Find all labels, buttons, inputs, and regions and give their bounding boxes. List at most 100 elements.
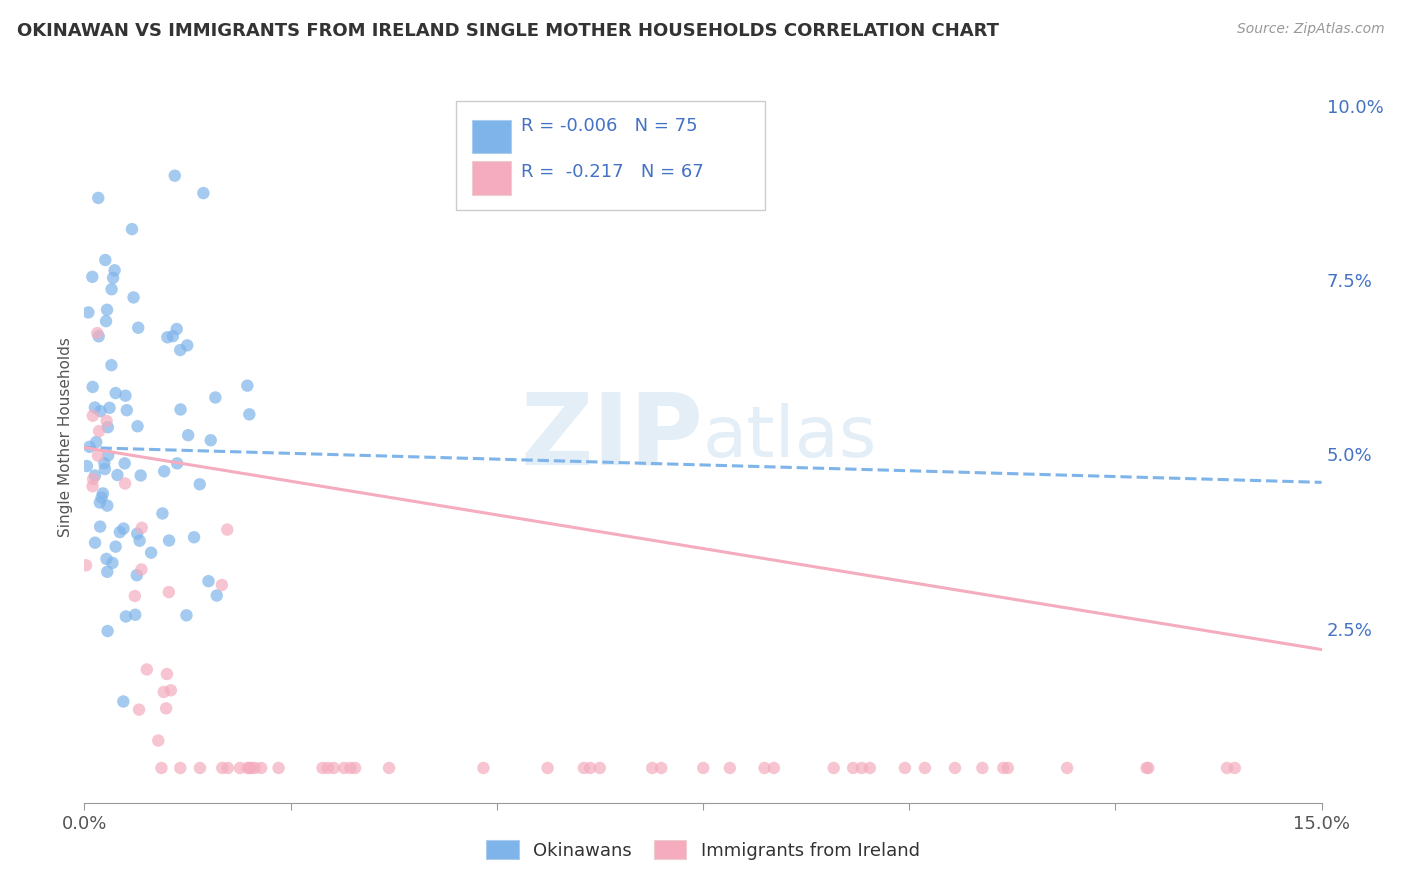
Point <box>1056 761 1078 775</box>
Point <box>84 535 107 549</box>
Point <box>115 403 138 417</box>
Point <box>188 477 211 491</box>
Point <box>163 169 186 183</box>
Point <box>156 667 179 681</box>
Point <box>87 329 110 343</box>
Text: Source: ZipAtlas.com: Source: ZipAtlas.com <box>1237 22 1385 37</box>
Point <box>229 761 252 775</box>
Point <box>135 663 157 677</box>
Point <box>94 314 117 328</box>
Point <box>96 499 118 513</box>
Point <box>157 533 180 548</box>
Point <box>139 546 162 560</box>
Point <box>124 607 146 622</box>
Point <box>97 624 120 638</box>
Point <box>217 761 239 775</box>
Point <box>1137 761 1160 775</box>
Point <box>183 530 205 544</box>
Point <box>112 694 135 708</box>
Point <box>211 761 233 775</box>
Point <box>176 608 198 623</box>
Text: atlas: atlas <box>703 402 877 472</box>
Point <box>572 761 595 775</box>
Point <box>311 761 333 775</box>
Point <box>104 386 127 401</box>
Point <box>150 761 173 775</box>
Point <box>101 271 124 285</box>
Point <box>166 322 188 336</box>
Point <box>316 761 339 775</box>
Point <box>641 761 664 775</box>
Point <box>94 252 117 267</box>
Point <box>128 703 150 717</box>
Point <box>129 468 152 483</box>
Point <box>762 761 785 775</box>
Point <box>197 574 219 589</box>
Point <box>94 462 117 476</box>
Point <box>193 186 215 200</box>
Point <box>87 424 110 438</box>
Point <box>84 435 107 450</box>
Point <box>82 380 104 394</box>
Point <box>236 761 259 775</box>
Point <box>100 282 122 296</box>
Point <box>82 479 104 493</box>
Point <box>82 409 104 423</box>
Point <box>267 761 290 775</box>
Point <box>97 420 120 434</box>
Point <box>579 761 602 775</box>
Point <box>239 761 262 775</box>
Point <box>96 414 118 428</box>
Point <box>200 434 222 448</box>
Point <box>204 391 226 405</box>
Point <box>97 449 120 463</box>
Y-axis label: Single Mother Households: Single Mother Households <box>58 337 73 537</box>
Point <box>894 761 917 775</box>
Point <box>997 761 1019 775</box>
Point <box>79 440 101 454</box>
Point <box>89 404 111 418</box>
Point <box>114 456 136 470</box>
Point <box>169 343 191 357</box>
Point <box>851 761 873 775</box>
Point <box>96 565 118 579</box>
Point <box>842 761 865 775</box>
Point <box>100 358 122 372</box>
Point <box>169 402 191 417</box>
Point <box>718 761 741 775</box>
Point <box>76 458 98 473</box>
Point <box>115 609 138 624</box>
Text: OKINAWAN VS IMMIGRANTS FROM IRELAND SINGLE MOTHER HOUSEHOLDS CORRELATION CHART: OKINAWAN VS IMMIGRANTS FROM IRELAND SING… <box>17 22 998 40</box>
Point <box>378 761 401 775</box>
Point <box>86 326 108 340</box>
Point <box>859 761 882 775</box>
Point <box>243 761 266 775</box>
Point <box>98 401 121 415</box>
Point <box>240 761 263 775</box>
Point <box>127 419 149 434</box>
FancyBboxPatch shape <box>471 161 512 195</box>
Point <box>112 522 135 536</box>
Point <box>152 507 174 521</box>
Point <box>93 456 115 470</box>
Point <box>89 495 111 509</box>
Point <box>217 523 239 537</box>
Point <box>589 761 612 775</box>
Point <box>339 761 361 775</box>
Point <box>96 552 118 566</box>
Point <box>125 568 148 582</box>
Point <box>152 685 174 699</box>
Point <box>1223 761 1246 775</box>
Text: R =  -0.217   N = 67: R = -0.217 N = 67 <box>522 162 704 180</box>
Point <box>176 338 198 352</box>
Point <box>536 761 558 775</box>
Point <box>162 329 184 343</box>
Point <box>205 589 228 603</box>
FancyBboxPatch shape <box>456 101 765 211</box>
Point <box>972 761 994 775</box>
Point <box>236 378 259 392</box>
Point <box>84 468 107 483</box>
Point <box>131 521 153 535</box>
Point <box>128 533 150 548</box>
Point <box>155 701 177 715</box>
